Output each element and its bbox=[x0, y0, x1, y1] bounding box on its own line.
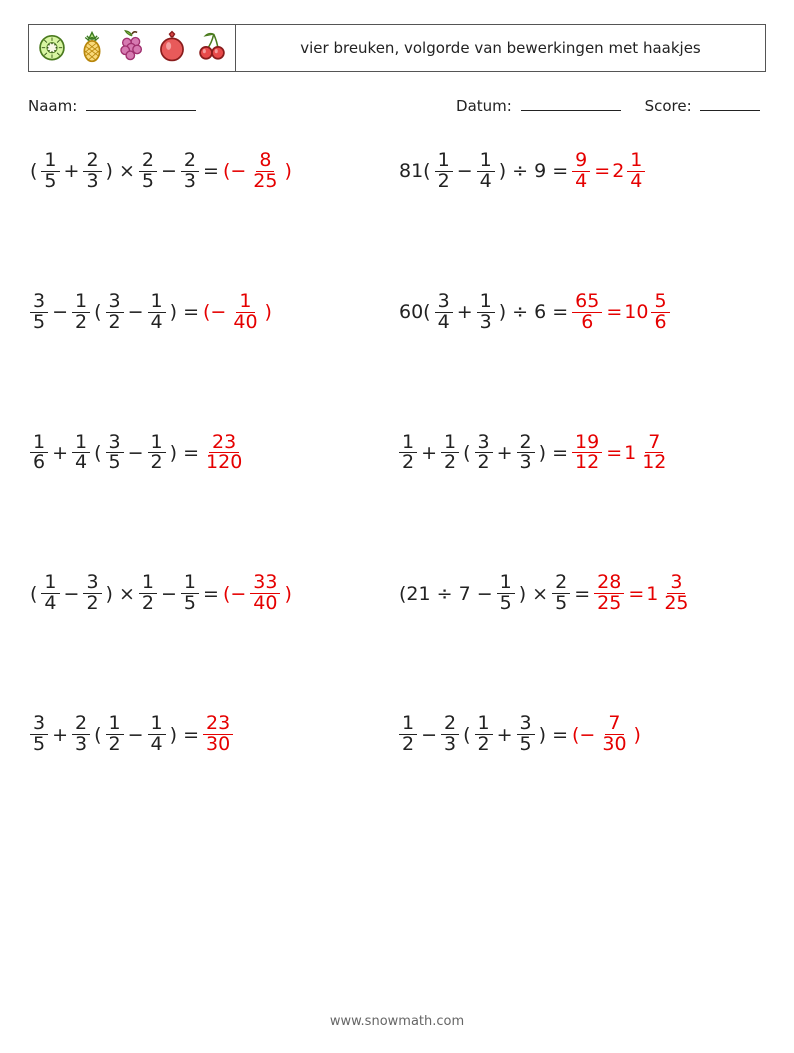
problem-row: (14 − 32) × 12 − 15 = (−3340)(21 ÷ 7 − 1… bbox=[28, 573, 766, 614]
worksheet-page: vier breuken, volgorde van bewerkingen m… bbox=[0, 0, 794, 1053]
fraction: 1912 bbox=[570, 433, 604, 474]
fraction: 25 bbox=[550, 573, 572, 614]
fraction: 325 bbox=[659, 573, 693, 614]
mixed-number: 214 bbox=[612, 151, 647, 192]
problem: 12 + 12(32 + 23) = 1912 = 1712 bbox=[397, 433, 766, 474]
problem: 35 − 12(32 − 14) = (−140) bbox=[28, 292, 397, 333]
fraction: 32 bbox=[81, 573, 103, 614]
score-label: Score: bbox=[645, 97, 692, 115]
fraction: 14 bbox=[146, 292, 168, 333]
fraction: 12 bbox=[433, 151, 455, 192]
name-label: Naam: bbox=[28, 97, 77, 115]
problem: 60(34 + 13) ÷ 6 = 656 = 1056 bbox=[397, 292, 766, 333]
fraction: 14 bbox=[625, 151, 647, 192]
fraction: 712 bbox=[637, 433, 671, 474]
fraction: 56 bbox=[649, 292, 671, 333]
fraction: 94 bbox=[570, 151, 592, 192]
problem: (14 − 32) × 12 − 15 = (−3340) bbox=[28, 573, 397, 614]
date-field: Datum: bbox=[456, 94, 621, 115]
fraction: 23120 bbox=[201, 433, 247, 474]
fraction: 15 bbox=[39, 151, 61, 192]
cherries-icon bbox=[195, 27, 229, 69]
score-field: Score: bbox=[645, 94, 761, 115]
fraction: 825 bbox=[248, 151, 282, 192]
fraction: 12 bbox=[146, 433, 168, 474]
fraction: 34 bbox=[433, 292, 455, 333]
kiwi-icon bbox=[35, 27, 69, 69]
problem-row: 16 + 14(35 − 12) = 2312012 + 12(32 + 23)… bbox=[28, 433, 766, 474]
problem-row: 35 − 12(32 − 14) = (−140)60(34 + 13) ÷ 6… bbox=[28, 292, 766, 333]
date-label: Datum: bbox=[456, 97, 512, 115]
worksheet-title: vier breuken, volgorde van bewerkingen m… bbox=[236, 25, 765, 71]
name-blank[interactable] bbox=[86, 94, 196, 111]
fraction: 656 bbox=[570, 292, 604, 333]
fraction: 23 bbox=[439, 714, 461, 755]
grapes-icon bbox=[115, 27, 149, 69]
fraction: 23 bbox=[81, 151, 103, 192]
fraction: 32 bbox=[473, 433, 495, 474]
fraction: 16 bbox=[28, 433, 50, 474]
fraction: 12 bbox=[473, 714, 495, 755]
fraction: 23 bbox=[515, 433, 537, 474]
fraction: 35 bbox=[515, 714, 537, 755]
fraction: 32 bbox=[104, 292, 126, 333]
problems-grid: (15 + 23) × 25 − 23 = (−825)81(12 − 14) … bbox=[28, 151, 766, 755]
mixed-number: 1056 bbox=[624, 292, 671, 333]
fraction: 730 bbox=[597, 714, 631, 755]
problem: 81(12 − 14) ÷ 9 = 94 = 214 bbox=[397, 151, 766, 192]
fraction: 12 bbox=[70, 292, 92, 333]
name-field: Naam: bbox=[28, 94, 456, 115]
fraction: 12 bbox=[137, 573, 159, 614]
fraction: 25 bbox=[137, 151, 159, 192]
fraction: 2825 bbox=[592, 573, 626, 614]
fraction: 14 bbox=[146, 714, 168, 755]
problem-row: (15 + 23) × 25 − 23 = (−825)81(12 − 14) … bbox=[28, 151, 766, 192]
problem: 12 − 23(12 + 35) = (−730) bbox=[397, 714, 766, 755]
pineapple-icon bbox=[75, 27, 109, 69]
fraction: 35 bbox=[28, 714, 50, 755]
mixed-number: 1325 bbox=[646, 573, 693, 614]
footer-credit: www.snowmath.com bbox=[0, 1014, 794, 1029]
fraction: 15 bbox=[495, 573, 517, 614]
fruit-icons-box bbox=[29, 25, 236, 71]
fraction: 14 bbox=[475, 151, 497, 192]
pomegranate-icon bbox=[155, 27, 189, 69]
problem: (21 ÷ 7 − 15) × 25 = 2825 = 1325 bbox=[397, 573, 766, 614]
score-blank[interactable] bbox=[700, 94, 760, 111]
problem: 35 + 23(12 − 14) = 2330 bbox=[28, 714, 397, 755]
fraction: 2330 bbox=[201, 714, 235, 755]
fraction: 14 bbox=[70, 433, 92, 474]
fraction: 23 bbox=[70, 714, 92, 755]
fraction: 23 bbox=[179, 151, 201, 192]
fraction: 12 bbox=[397, 714, 419, 755]
fraction: 12 bbox=[439, 433, 461, 474]
problem-row: 35 + 23(12 − 14) = 233012 − 23(12 + 35) … bbox=[28, 714, 766, 755]
fraction: 140 bbox=[228, 292, 262, 333]
problem: (15 + 23) × 25 − 23 = (−825) bbox=[28, 151, 397, 192]
header-row: vier breuken, volgorde van bewerkingen m… bbox=[28, 24, 766, 72]
date-blank[interactable] bbox=[521, 94, 621, 111]
fraction: 35 bbox=[28, 292, 50, 333]
fraction: 35 bbox=[104, 433, 126, 474]
meta-row: Naam: Datum: Score: bbox=[28, 94, 766, 115]
fraction: 14 bbox=[39, 573, 61, 614]
fraction: 12 bbox=[397, 433, 419, 474]
fraction: 15 bbox=[179, 573, 201, 614]
fraction: 3340 bbox=[248, 573, 282, 614]
mixed-number: 1712 bbox=[624, 433, 671, 474]
problem: 16 + 14(35 − 12) = 23120 bbox=[28, 433, 397, 474]
fraction: 13 bbox=[475, 292, 497, 333]
fraction: 12 bbox=[104, 714, 126, 755]
